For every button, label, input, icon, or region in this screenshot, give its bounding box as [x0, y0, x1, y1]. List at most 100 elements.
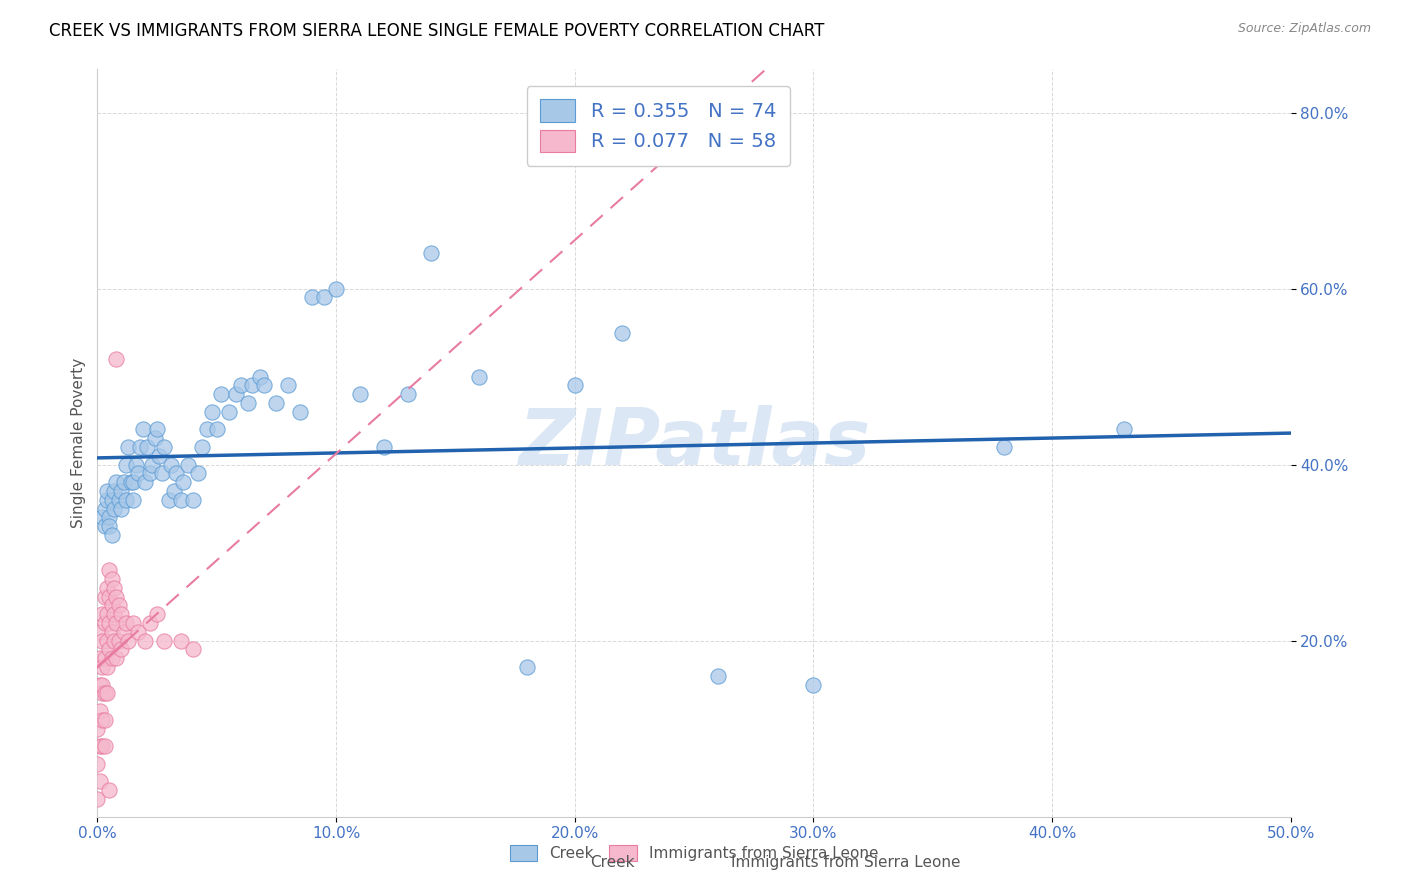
- Point: [124, 458, 146, 472]
- Point: [105, 651, 128, 665]
- Point: [153, 633, 176, 648]
- Point: [105, 615, 128, 630]
- Point: [218, 405, 240, 419]
- Point: [205, 422, 228, 436]
- Point: [612, 326, 634, 340]
- Point: [86, 792, 108, 806]
- Point: [148, 449, 170, 463]
- Point: [163, 483, 186, 498]
- Point: [98, 783, 121, 797]
- Point: [134, 475, 156, 490]
- Point: [211, 387, 233, 401]
- Point: [373, 440, 395, 454]
- Point: [127, 624, 149, 639]
- Point: [86, 756, 108, 771]
- Point: [105, 351, 128, 366]
- Point: [707, 669, 730, 683]
- Point: [115, 458, 138, 472]
- Point: [143, 431, 166, 445]
- Text: Immigrants from Sierra Leone: Immigrants from Sierra Leone: [731, 855, 960, 870]
- Point: [146, 422, 169, 436]
- Point: [253, 378, 276, 392]
- Point: [98, 615, 121, 630]
- Point: [181, 642, 204, 657]
- Point: [993, 440, 1015, 454]
- Point: [229, 378, 252, 392]
- Point: [801, 677, 824, 691]
- Point: [89, 624, 111, 639]
- Point: [141, 458, 163, 472]
- Y-axis label: Single Female Poverty: Single Female Poverty: [72, 358, 86, 528]
- Point: [110, 607, 132, 622]
- Point: [100, 651, 122, 665]
- Point: [96, 607, 118, 622]
- Point: [93, 713, 115, 727]
- Point: [108, 492, 131, 507]
- Point: [98, 590, 121, 604]
- Point: [108, 599, 131, 613]
- Point: [89, 704, 111, 718]
- Point: [100, 572, 122, 586]
- Point: [181, 492, 204, 507]
- Point: [108, 633, 131, 648]
- Text: Creek: Creek: [591, 855, 636, 870]
- Point: [325, 281, 347, 295]
- Point: [131, 422, 153, 436]
- Point: [103, 607, 125, 622]
- Point: [112, 475, 135, 490]
- Point: [117, 440, 139, 454]
- Point: [98, 642, 121, 657]
- Point: [103, 501, 125, 516]
- Point: [139, 615, 162, 630]
- Point: [177, 458, 200, 472]
- Point: [89, 677, 111, 691]
- Text: CREEK VS IMMIGRANTS FROM SIERRA LEONE SINGLE FEMALE POVERTY CORRELATION CHART: CREEK VS IMMIGRANTS FROM SIERRA LEONE SI…: [49, 22, 824, 40]
- Point: [420, 246, 443, 260]
- Point: [516, 660, 538, 674]
- Point: [160, 458, 183, 472]
- Point: [93, 651, 115, 665]
- Point: [91, 686, 114, 700]
- Point: [93, 686, 115, 700]
- Point: [110, 642, 132, 657]
- Point: [98, 519, 121, 533]
- Point: [170, 492, 193, 507]
- Point: [120, 475, 142, 490]
- Point: [134, 633, 156, 648]
- Point: [93, 519, 115, 533]
- Point: [89, 651, 111, 665]
- Point: [96, 686, 118, 700]
- Point: [115, 492, 138, 507]
- Point: [103, 483, 125, 498]
- Point: [201, 405, 224, 419]
- Point: [146, 607, 169, 622]
- Point: [96, 581, 118, 595]
- Point: [91, 713, 114, 727]
- Point: [187, 467, 209, 481]
- Point: [157, 492, 180, 507]
- Text: Source: ZipAtlas.com: Source: ZipAtlas.com: [1237, 22, 1371, 36]
- Point: [172, 475, 194, 490]
- Point: [117, 633, 139, 648]
- Point: [312, 290, 335, 304]
- Point: [225, 387, 247, 401]
- Point: [136, 440, 159, 454]
- Point: [105, 590, 128, 604]
- Point: [89, 774, 111, 789]
- Point: [1112, 422, 1135, 436]
- Point: [93, 501, 115, 516]
- Point: [290, 405, 312, 419]
- Point: [96, 483, 118, 498]
- Point: [91, 677, 114, 691]
- Point: [236, 396, 259, 410]
- Point: [112, 624, 135, 639]
- Point: [103, 633, 125, 648]
- Point: [86, 722, 108, 736]
- Point: [100, 528, 122, 542]
- Point: [91, 607, 114, 622]
- Point: [122, 615, 145, 630]
- Point: [242, 378, 264, 392]
- Point: [98, 563, 121, 577]
- Point: [98, 510, 121, 524]
- Point: [249, 369, 271, 384]
